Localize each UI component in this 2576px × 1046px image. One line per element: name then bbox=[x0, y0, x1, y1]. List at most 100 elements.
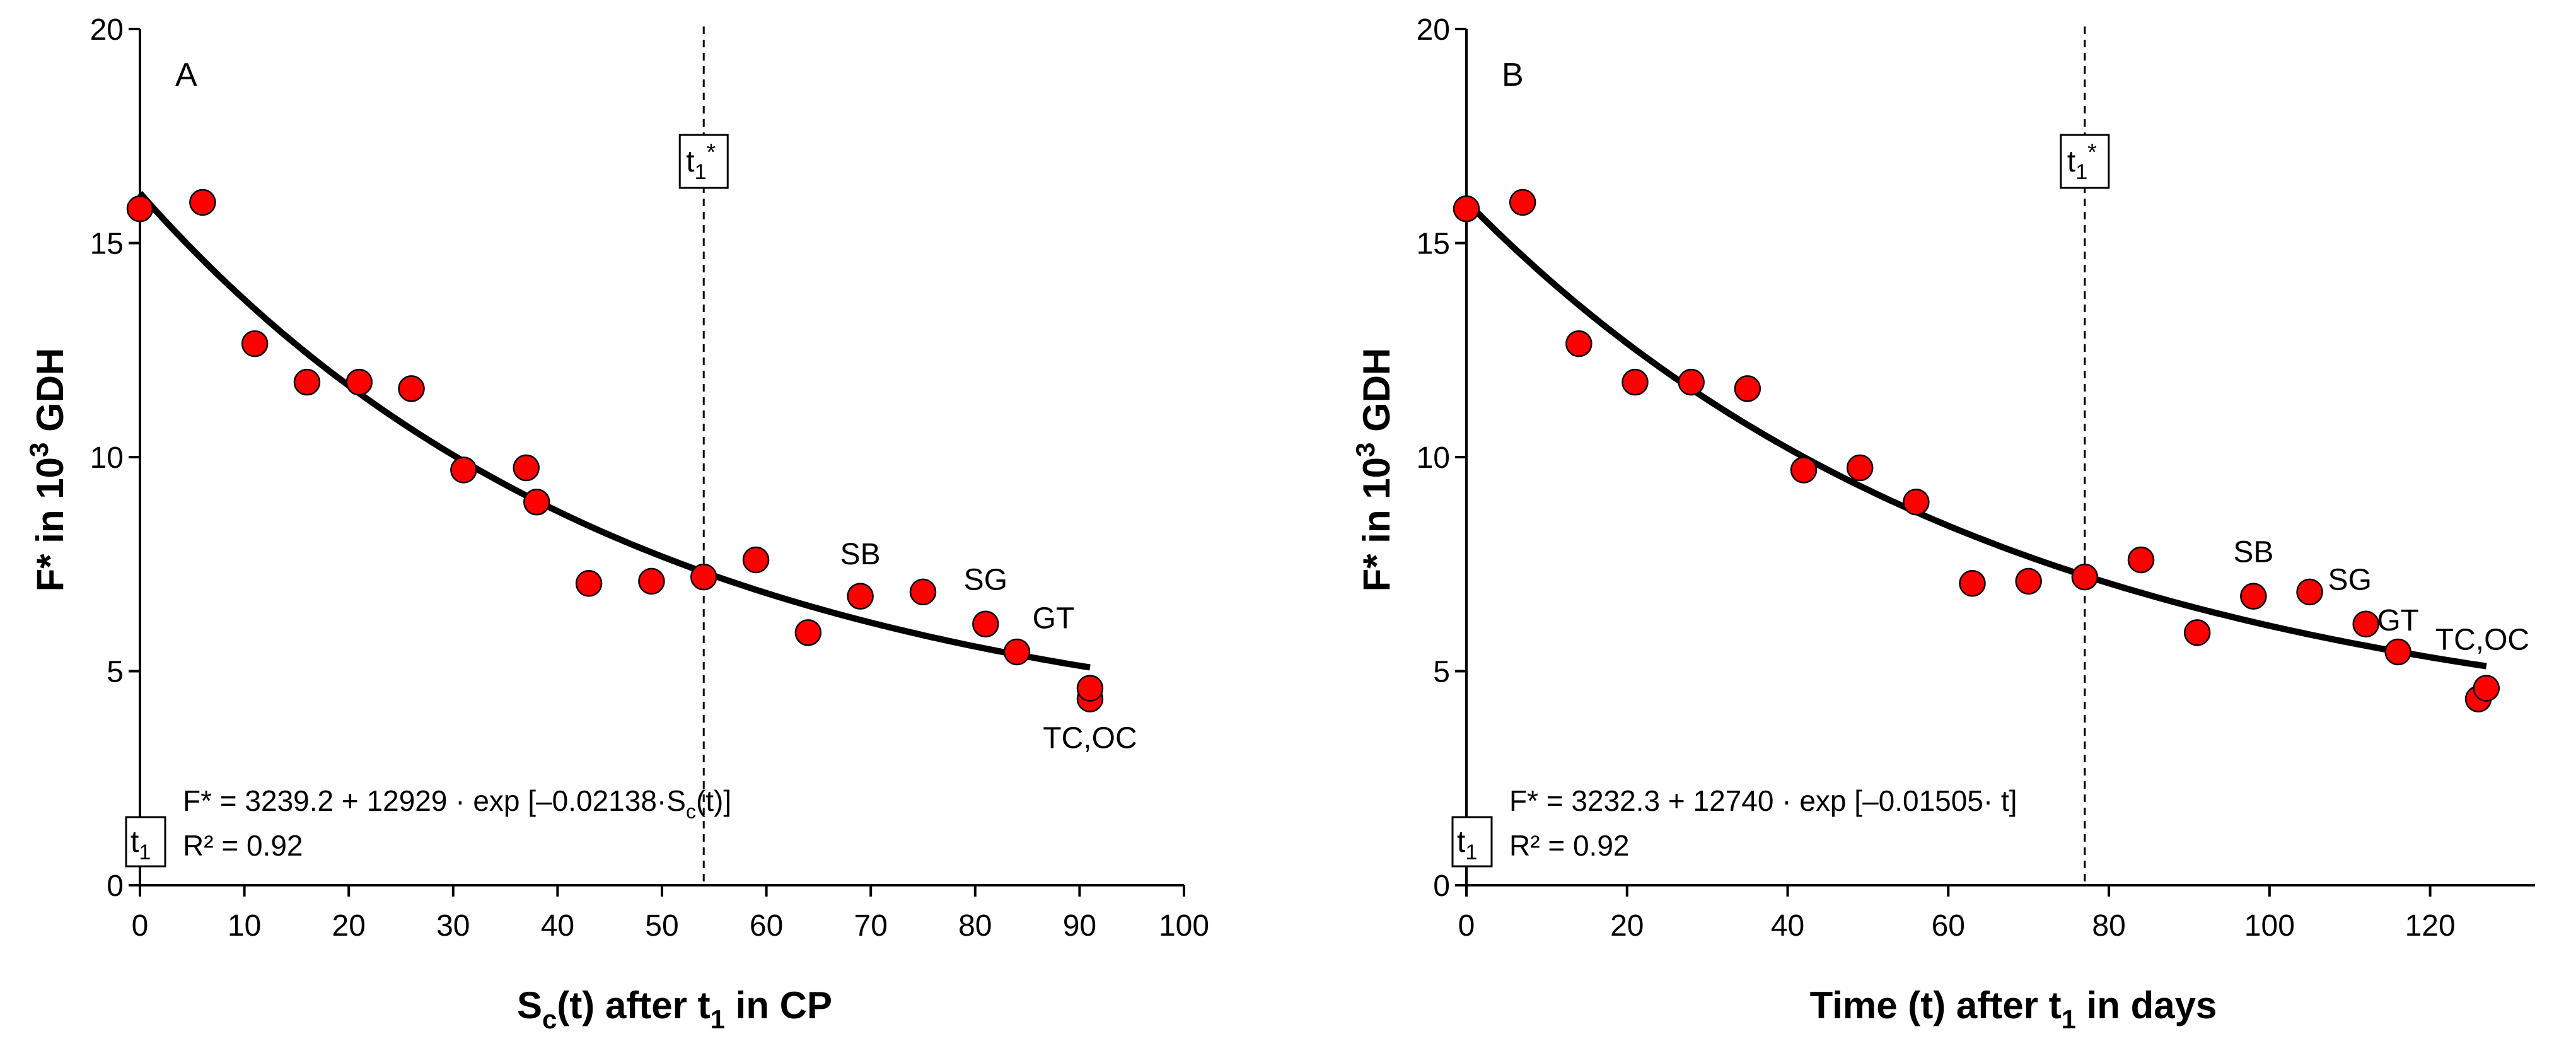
x-tick-label: 0 bbox=[1458, 909, 1475, 943]
fit-equation-main: F* = 3232.3 + 12740 · exp [–0.01505· t] bbox=[1509, 784, 2017, 817]
data-point bbox=[398, 375, 425, 402]
t1-star-label: t1* bbox=[686, 139, 716, 184]
y-tick-label: 20 bbox=[1417, 13, 1450, 47]
x-tick-label: 40 bbox=[541, 909, 574, 943]
y-tick-label: 15 bbox=[1417, 228, 1450, 261]
fit-equation-main: F* = 3239.2 + 12929 · exp [–0.02138·S bbox=[183, 784, 686, 817]
x-tick-label: 120 bbox=[2405, 909, 2456, 943]
data-point bbox=[1453, 195, 1480, 223]
data-point bbox=[1846, 454, 1874, 482]
data-point bbox=[742, 546, 770, 574]
data-point bbox=[523, 489, 550, 516]
data-point bbox=[2071, 563, 2099, 591]
fit-curve bbox=[137, 190, 1091, 671]
t1-box-label: t1 bbox=[131, 825, 151, 864]
t1-star-main: t bbox=[686, 145, 694, 178]
point-annotation: SB bbox=[840, 538, 881, 571]
fit-equation: F* = 3232.3 + 12740 · exp [–0.01505· t] bbox=[1509, 784, 2017, 817]
data-point bbox=[1734, 375, 1761, 402]
t1-box bbox=[125, 816, 166, 868]
point-annotation: GT bbox=[1033, 602, 1075, 636]
data-point bbox=[1678, 368, 1705, 396]
t1-star-sup: * bbox=[2087, 139, 2097, 166]
t1-star-box bbox=[2060, 134, 2110, 189]
data-point bbox=[241, 330, 269, 357]
y-axis-title-sup: 3 bbox=[1350, 443, 1380, 457]
t1-star-label: t1* bbox=[2067, 139, 2097, 184]
x-axis-title-sub2: 1 bbox=[711, 1004, 725, 1034]
data-point bbox=[189, 189, 216, 216]
point-annotation: GT bbox=[2377, 604, 2419, 637]
data-point bbox=[2127, 546, 2155, 574]
data-point bbox=[1076, 675, 1104, 702]
panel-b: 0 5 10 15 20 0 20 40 60 80 100 120 F* in 103 GDH Time… bbox=[1350, 13, 2536, 1034]
data-point bbox=[847, 583, 874, 610]
data-point bbox=[1790, 456, 1818, 484]
y-tick-label: 20 bbox=[90, 13, 124, 47]
data-point bbox=[450, 456, 477, 484]
x-tick-label: 40 bbox=[1771, 909, 1804, 943]
point-annotation: SG bbox=[964, 563, 1007, 596]
y-tick-label: 5 bbox=[1433, 656, 1450, 689]
x-tick-label: 20 bbox=[1610, 909, 1644, 943]
r-squared: R² = 0.92 bbox=[1509, 829, 1630, 862]
t1-box-label: t1 bbox=[1457, 825, 1477, 864]
data-point bbox=[1959, 570, 1986, 597]
data-point bbox=[2473, 675, 2500, 702]
data-point bbox=[1622, 368, 1649, 396]
y-tick-label: 10 bbox=[90, 441, 124, 475]
x-axis-title-rest: (t) after t bbox=[557, 984, 710, 1026]
t1-star-main: t bbox=[2067, 145, 2075, 178]
fit-equation: F* = 3239.2 + 12929 · exp [–0.02138·Sc(t… bbox=[183, 784, 731, 823]
data-point bbox=[972, 610, 999, 638]
x-axis-title-rest: in days bbox=[2076, 984, 2217, 1026]
y-tick-label: 5 bbox=[107, 656, 124, 689]
data-point bbox=[2240, 583, 2267, 610]
r-squared: R² = 0.92 bbox=[183, 829, 303, 862]
data-point bbox=[2384, 638, 2411, 666]
panel-a: 0 5 10 15 20 0 10 20 30 40 50 60 70 80 90 100 F* in 103 … bbox=[24, 13, 1209, 1034]
data-point bbox=[2183, 619, 2211, 646]
x-tick-label: 20 bbox=[332, 909, 366, 943]
x-axis-title-main: Time (t) after t bbox=[1810, 984, 2062, 1026]
t1-star-sub: 1 bbox=[695, 160, 707, 184]
point-annotation: TC,OC bbox=[2435, 624, 2529, 657]
y-tick-label: 15 bbox=[90, 228, 124, 261]
data-point bbox=[293, 368, 321, 396]
data-point bbox=[126, 195, 154, 223]
x-tick-label: 60 bbox=[1932, 909, 1965, 943]
x-tick-label: 0 bbox=[132, 909, 149, 943]
x-tick-label: 80 bbox=[2092, 909, 2125, 943]
data-point bbox=[2296, 578, 2323, 606]
fit-equation-suffix: (t)] bbox=[696, 784, 731, 817]
x-axis-title-tail: in CP bbox=[725, 984, 832, 1026]
x-axis-title-sub: c bbox=[542, 1004, 557, 1034]
x-axis-title-main: S bbox=[517, 984, 542, 1026]
x-axis-title: Sc(t) after t1 in CP bbox=[517, 984, 832, 1034]
x-tick-label: 100 bbox=[1159, 909, 1209, 943]
t1-star-sub: 1 bbox=[2075, 160, 2087, 184]
t1-box-sub: 1 bbox=[1465, 840, 1477, 864]
x-tick-label: 70 bbox=[854, 909, 888, 943]
t1-star-box bbox=[678, 134, 729, 189]
data-point bbox=[1509, 189, 1536, 216]
y-axis-title-sup: 3 bbox=[24, 443, 54, 457]
data-point bbox=[2015, 567, 2042, 595]
t1-box-main: t bbox=[131, 825, 139, 859]
data-point bbox=[2352, 610, 2379, 638]
y-tick-label: 0 bbox=[1433, 869, 1450, 903]
t1-box-sub: 1 bbox=[139, 840, 151, 864]
y-axis-title-tail: GDH bbox=[1355, 348, 1398, 443]
point-annotation: TC,OC bbox=[1043, 722, 1137, 755]
x-tick-label: 50 bbox=[645, 909, 678, 943]
point-annotation: SG bbox=[2328, 563, 2372, 596]
data-point bbox=[690, 563, 717, 591]
x-tick-label: 60 bbox=[750, 909, 783, 943]
point-annotation: SB bbox=[2233, 535, 2273, 569]
panel-label: B bbox=[1502, 57, 1524, 93]
data-point bbox=[909, 578, 937, 606]
data-point bbox=[638, 567, 665, 595]
y-axis-title-main: F* in 10 bbox=[1355, 457, 1398, 591]
data-point bbox=[513, 454, 540, 482]
